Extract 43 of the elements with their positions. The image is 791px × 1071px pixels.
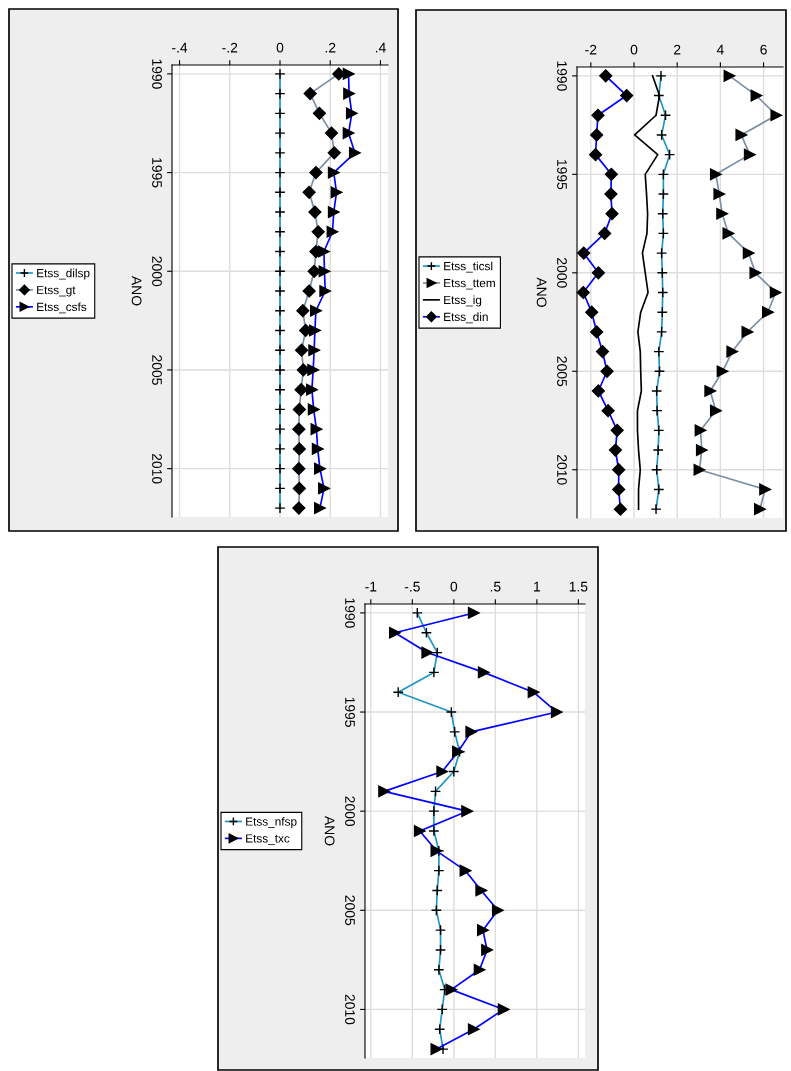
y-tick-label: 2000: [152, 256, 162, 287]
x-tick-label: -.4: [172, 42, 188, 53]
y-tick-label: 1995: [345, 697, 355, 727]
y-axis-title: ANO: [536, 277, 547, 307]
x-tick-label: .4: [375, 42, 386, 53]
legend-label: Etss_nfsp: [246, 817, 297, 829]
y-tick-label: 2010: [345, 994, 355, 1025]
x-tick-label: 0: [276, 42, 284, 53]
x-tick-label: .2: [325, 42, 336, 53]
legend-label: Etss_dilsp: [37, 268, 90, 280]
x-tick-label: 0: [450, 581, 458, 592]
x-tick-label: 4: [716, 44, 724, 55]
legend-label: Etss_ticsl: [444, 261, 493, 273]
x-tick-label: .5: [490, 581, 501, 592]
legend-label: Etss_ttem: [444, 278, 495, 290]
y-tick-label: 1990: [345, 598, 355, 628]
y-tick-label: 2000: [557, 258, 567, 288]
x-tick-label: -.5: [404, 581, 420, 592]
x-tick-label: 1: [534, 581, 541, 592]
y-axis-title: ANO: [131, 275, 142, 306]
x-tick-label: 1.5: [569, 581, 588, 592]
x-tick-label: 6: [760, 44, 767, 55]
y-tick-label: 2000: [345, 796, 355, 827]
y-tick-label: 1995: [152, 158, 162, 188]
legend-label: Etss_txc: [246, 834, 290, 845]
x-tick-label: 2: [674, 44, 681, 55]
y-axis-title: ANO: [324, 815, 335, 846]
legend-label: Etss_ig: [444, 295, 482, 307]
y-tick-label: 1995: [557, 159, 567, 190]
legend-label: Etss_csfs: [37, 302, 87, 314]
x-tick-label: -2: [585, 44, 597, 55]
x-tick-label: 0: [630, 44, 638, 55]
y-tick-label: 1990: [557, 61, 567, 91]
y-tick-label: 1990: [152, 59, 162, 89]
y-tick-label: 2005: [152, 355, 162, 385]
x-tick-label: -1: [365, 581, 377, 592]
legend-label: Etss_din: [444, 312, 488, 324]
y-tick-label: 2005: [345, 895, 355, 926]
y-tick-label: 2010: [557, 455, 567, 485]
x-tick-label: -.2: [222, 42, 238, 53]
legend-label: Etss_gt: [37, 285, 76, 297]
y-tick-label: 2010: [152, 453, 162, 484]
y-tick-label: 2005: [557, 356, 567, 387]
